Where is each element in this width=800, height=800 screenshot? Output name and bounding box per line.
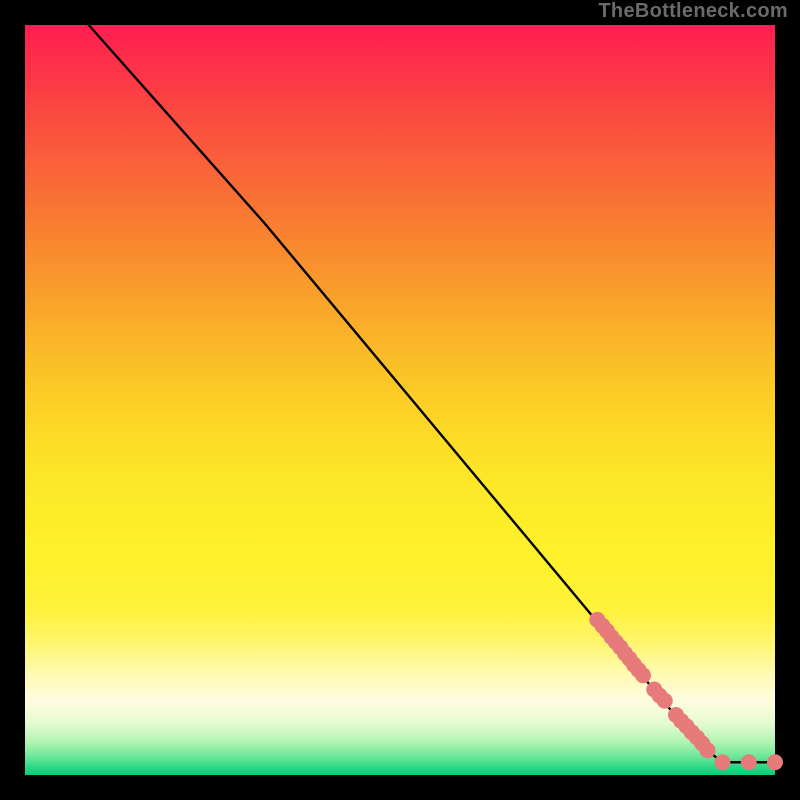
marker-dot [700,742,716,758]
marker-dot [741,754,757,770]
watermark-text: TheBottleneck.com [598,0,788,23]
marker-dot [635,667,651,683]
marker-dot [715,754,731,770]
chart-plot-area [25,25,775,775]
bottleneck-chart [0,0,800,800]
marker-dot [657,693,673,709]
marker-dot [767,754,783,770]
